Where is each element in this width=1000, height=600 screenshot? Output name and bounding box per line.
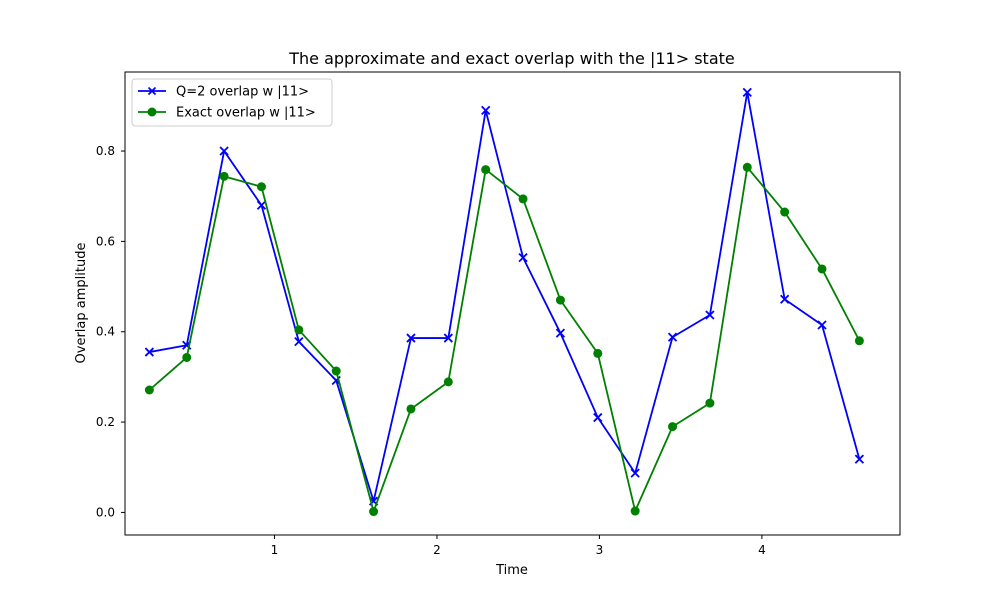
- x-tick-label: 4: [758, 543, 766, 557]
- data-point-q2: [780, 294, 790, 304]
- data-point-q2: [555, 328, 566, 338]
- y-tick-label: 0.2: [96, 415, 115, 429]
- data-point-exact: [182, 352, 192, 362]
- data-point-exact: [555, 295, 565, 305]
- data-point-q2: [294, 337, 304, 347]
- data-point-exact: [406, 404, 416, 414]
- plot-area: [125, 72, 900, 535]
- data-point-exact: [443, 377, 453, 387]
- data-point-exact: [144, 385, 154, 395]
- data-point-exact: [294, 325, 304, 335]
- chart-title: The approximate and exact overlap with t…: [288, 49, 735, 68]
- data-point-exact: [780, 207, 790, 217]
- x-tick-label: 2: [433, 543, 441, 557]
- tick-layer: 1 2 3 4 0.0 0.2 0.4 0.6 0.8: [96, 144, 766, 557]
- data-point-exact: [331, 366, 341, 376]
- data-point-q2: [593, 412, 603, 423]
- data-point-exact: [256, 182, 266, 192]
- y-tick-label: 0.0: [96, 505, 115, 519]
- y-tick-label: 0.4: [96, 325, 115, 339]
- data-point-q2: [219, 146, 229, 156]
- data-point-q2: [518, 253, 528, 263]
- data-point-q2: [742, 87, 752, 97]
- legend: Q=2 overlap w |11> Exact overlap w |11>: [131, 78, 333, 127]
- data-point-q2: [705, 310, 715, 320]
- legend-label-q2: Q=2 overlap w |11>: [176, 85, 309, 100]
- legend-entry-q2: Q=2 overlap w |11>: [138, 85, 309, 100]
- data-point-q2: [630, 468, 640, 478]
- series-layer: [144, 87, 865, 517]
- data-point-exact: [219, 171, 229, 181]
- legend-label-exact: Exact overlap w |11>: [176, 106, 316, 121]
- data-point-exact: [481, 165, 491, 175]
- data-point-exact: [817, 264, 827, 274]
- legend-entry-exact: Exact overlap w |11>: [138, 106, 316, 121]
- legend-marker-q2: [147, 86, 157, 96]
- data-point-q2: [854, 454, 865, 464]
- data-point-q2: [667, 332, 678, 342]
- x-tick-label: 1: [271, 543, 279, 557]
- data-point-q2: [256, 200, 267, 210]
- data-point-q2: [443, 333, 453, 343]
- data-point-exact: [518, 194, 528, 204]
- y-tick-label: 0.8: [96, 144, 115, 158]
- data-point-q2: [144, 347, 155, 357]
- data-point-exact: [369, 507, 379, 517]
- data-point-exact: [593, 348, 603, 358]
- data-point-exact: [854, 336, 864, 346]
- data-point-exact: [742, 162, 752, 172]
- series-line-exact: [148, 166, 861, 513]
- data-point-exact: [630, 506, 640, 516]
- x-axis-label: Time: [495, 563, 528, 578]
- y-tick-label: 0.6: [96, 234, 115, 248]
- x-tick-label: 3: [596, 543, 604, 557]
- y-axis-label: Overlap amplitude: [74, 243, 89, 364]
- data-point-q2: [817, 320, 827, 330]
- legend-box: [131, 78, 333, 127]
- plot-frame: [124, 71, 901, 536]
- data-point-exact: [705, 398, 715, 408]
- data-point-exact: [668, 422, 678, 432]
- legend-marker-exact: [147, 107, 157, 117]
- data-point-q2: [481, 105, 491, 116]
- data-point-q2: [406, 333, 416, 343]
